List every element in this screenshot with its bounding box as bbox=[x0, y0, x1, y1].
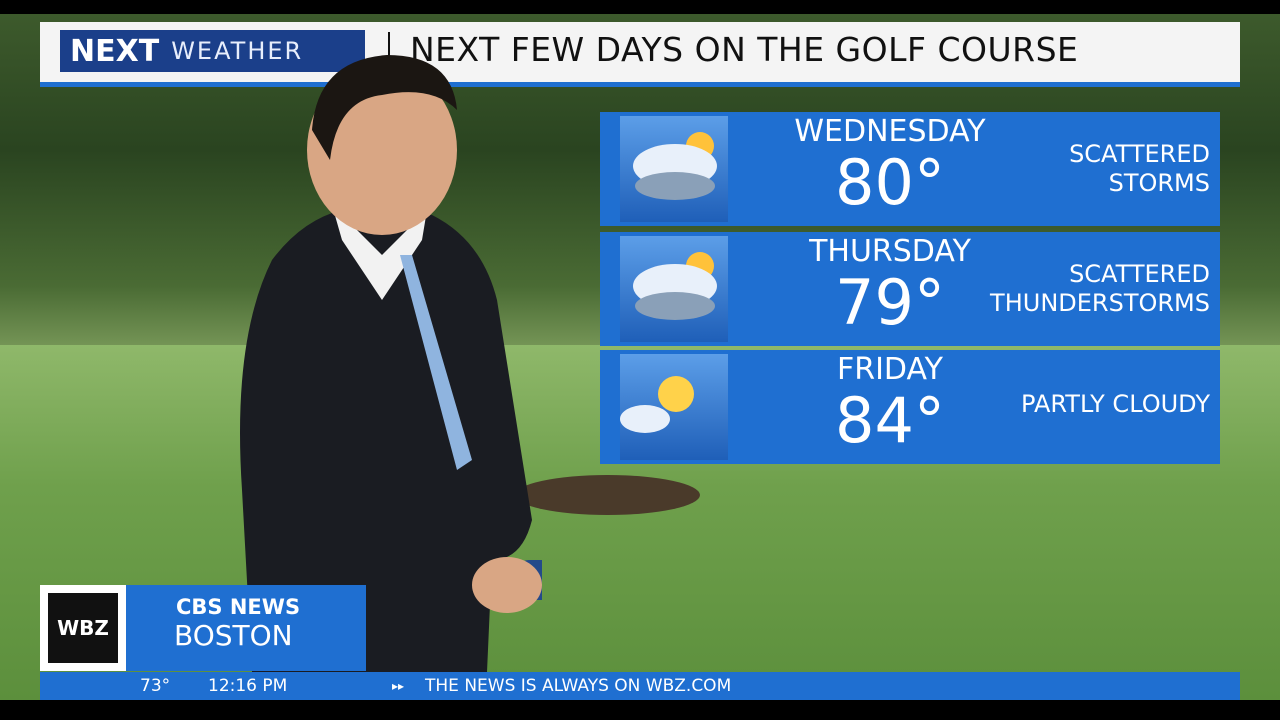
ticker-arrow: ▸▸ bbox=[392, 679, 405, 693]
condition-line: PARTLY CLOUDY bbox=[1021, 390, 1210, 418]
city: BOSTON bbox=[174, 619, 293, 652]
ticker-bar: 73° 12:16 PM ▸▸ THE NEWS IS ALWAYS ON WB… bbox=[40, 672, 1240, 700]
header-title: NEXT FEW DAYS ON THE GOLF COURSE bbox=[410, 30, 1079, 69]
condition-line: SCATTERED bbox=[1069, 140, 1210, 168]
temperature: 79° bbox=[835, 266, 945, 339]
cbs-news-bug: CBS NEWS BOSTON bbox=[126, 585, 366, 671]
wbz-call: WBZ bbox=[48, 593, 118, 663]
presenter bbox=[240, 55, 542, 672]
temperature: 84° bbox=[835, 384, 945, 457]
condition: PARTLY CLOUDY bbox=[1021, 390, 1210, 419]
ticker-message: THE NEWS IS ALWAYS ON WBZ.COM bbox=[425, 676, 732, 696]
condition-line: SCATTERED bbox=[1069, 260, 1210, 288]
condition: SCATTERED THUNDERSTORMS bbox=[990, 260, 1210, 318]
day-name: WEDNESDAY bbox=[794, 114, 986, 149]
condition-line: STORMS bbox=[1108, 169, 1210, 197]
weather-icon bbox=[620, 116, 728, 222]
forecast-panel: WEDNESDAY 80° SCATTERED STORMS bbox=[600, 112, 1220, 226]
icon-art bbox=[633, 132, 717, 200]
network: CBS NEWS bbox=[176, 595, 301, 619]
condition: SCATTERED STORMS bbox=[1069, 140, 1210, 198]
condition-line: THUNDERSTORMS bbox=[990, 289, 1210, 317]
divider bbox=[388, 32, 390, 72]
forecast-panel: THURSDAY 79° SCATTERED THUNDERSTORMS bbox=[600, 232, 1220, 346]
ticker-time: 12:16 PM bbox=[208, 676, 288, 696]
logo-weather: WEATHER bbox=[171, 37, 304, 65]
day-name: THURSDAY bbox=[809, 234, 971, 269]
temperature: 80° bbox=[835, 146, 945, 219]
weather-icon bbox=[620, 354, 728, 460]
day-name: FRIDAY bbox=[836, 352, 944, 387]
forecast-panel: FRIDAY 84° PARTLY CLOUDY bbox=[600, 350, 1220, 464]
logo-next: NEXT bbox=[70, 33, 160, 69]
icon-art bbox=[633, 252, 717, 320]
ticker-temperature: 73° bbox=[140, 676, 171, 696]
wbz-logo: WBZ bbox=[40, 585, 126, 671]
logo: NEXT WEATHER bbox=[60, 30, 365, 72]
icon-art bbox=[620, 376, 694, 433]
dirt-patch bbox=[515, 475, 700, 515]
weather-icon bbox=[620, 236, 728, 342]
